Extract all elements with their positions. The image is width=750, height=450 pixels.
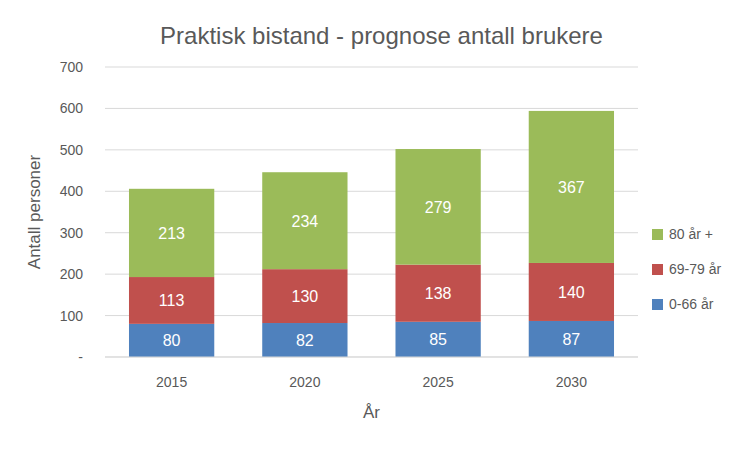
data-labels: 80 113 213 82 130 234 85 138 279 87 140 367 bbox=[158, 179, 585, 349]
grid-line bbox=[105, 357, 638, 358]
chart-container: Praktisk bistand - prognose antall bruke… bbox=[0, 0, 750, 450]
y-tick-label: 100 bbox=[60, 308, 84, 324]
bars bbox=[129, 111, 614, 357]
data-label: 234 bbox=[292, 213, 319, 230]
legend-swatch bbox=[652, 264, 663, 275]
bar-segment bbox=[529, 321, 614, 357]
bar-segment bbox=[395, 149, 480, 265]
data-label: 138 bbox=[425, 285, 452, 302]
bar-segment bbox=[529, 111, 614, 263]
bar-segment bbox=[262, 323, 347, 357]
data-label: 113 bbox=[159, 292, 185, 309]
legend-label: 80 år + bbox=[669, 226, 713, 242]
y-tick-label: - bbox=[78, 349, 83, 365]
grid bbox=[105, 67, 638, 357]
data-label: 80 bbox=[163, 332, 181, 349]
bar-segment bbox=[395, 265, 480, 322]
data-label: 130 bbox=[292, 288, 319, 305]
bar-segment bbox=[129, 277, 214, 324]
y-tick-label: 400 bbox=[60, 183, 84, 199]
grid-line bbox=[105, 108, 638, 109]
legend-swatch bbox=[652, 299, 663, 310]
y-tick-label: 700 bbox=[60, 59, 84, 75]
chart-svg: Praktisk bistand - prognose antall bruke… bbox=[0, 0, 750, 450]
y-tick-label: 200 bbox=[60, 266, 84, 282]
x-tick-label: 2025 bbox=[423, 374, 454, 390]
bar-segment bbox=[129, 189, 214, 277]
y-axis-title: Antall personer bbox=[25, 154, 44, 269]
bar-segment bbox=[395, 322, 480, 357]
chart-title: Praktisk bistand - prognose antall bruke… bbox=[160, 22, 603, 49]
legend-label: 0-66 år bbox=[669, 296, 714, 312]
bar-segment bbox=[529, 263, 614, 321]
legend-swatch bbox=[652, 229, 663, 240]
x-axis-title: År bbox=[363, 403, 380, 422]
legend-label: 69-79 år bbox=[669, 261, 721, 277]
x-tick-label: 2030 bbox=[556, 374, 587, 390]
y-tick-label: 600 bbox=[60, 100, 84, 116]
bar-segment bbox=[262, 269, 347, 323]
data-label: 87 bbox=[562, 331, 580, 348]
x-tick-label: 2015 bbox=[156, 374, 187, 390]
data-label: 367 bbox=[558, 179, 585, 196]
data-label: 82 bbox=[296, 332, 314, 349]
x-axis-line bbox=[105, 357, 638, 358]
x-tick-label: 2020 bbox=[289, 374, 320, 390]
y-tick-label: 500 bbox=[60, 142, 84, 158]
legend: 80 år + 69-79 år 0-66 år bbox=[652, 226, 721, 312]
data-label: 85 bbox=[429, 331, 447, 348]
data-label: 140 bbox=[558, 284, 585, 301]
grid-line bbox=[105, 67, 638, 68]
data-label: 213 bbox=[158, 225, 185, 242]
bar-segment bbox=[129, 324, 214, 357]
y-tick-label: 300 bbox=[60, 225, 84, 241]
bar-segment bbox=[262, 172, 347, 269]
data-label: 279 bbox=[425, 199, 452, 216]
